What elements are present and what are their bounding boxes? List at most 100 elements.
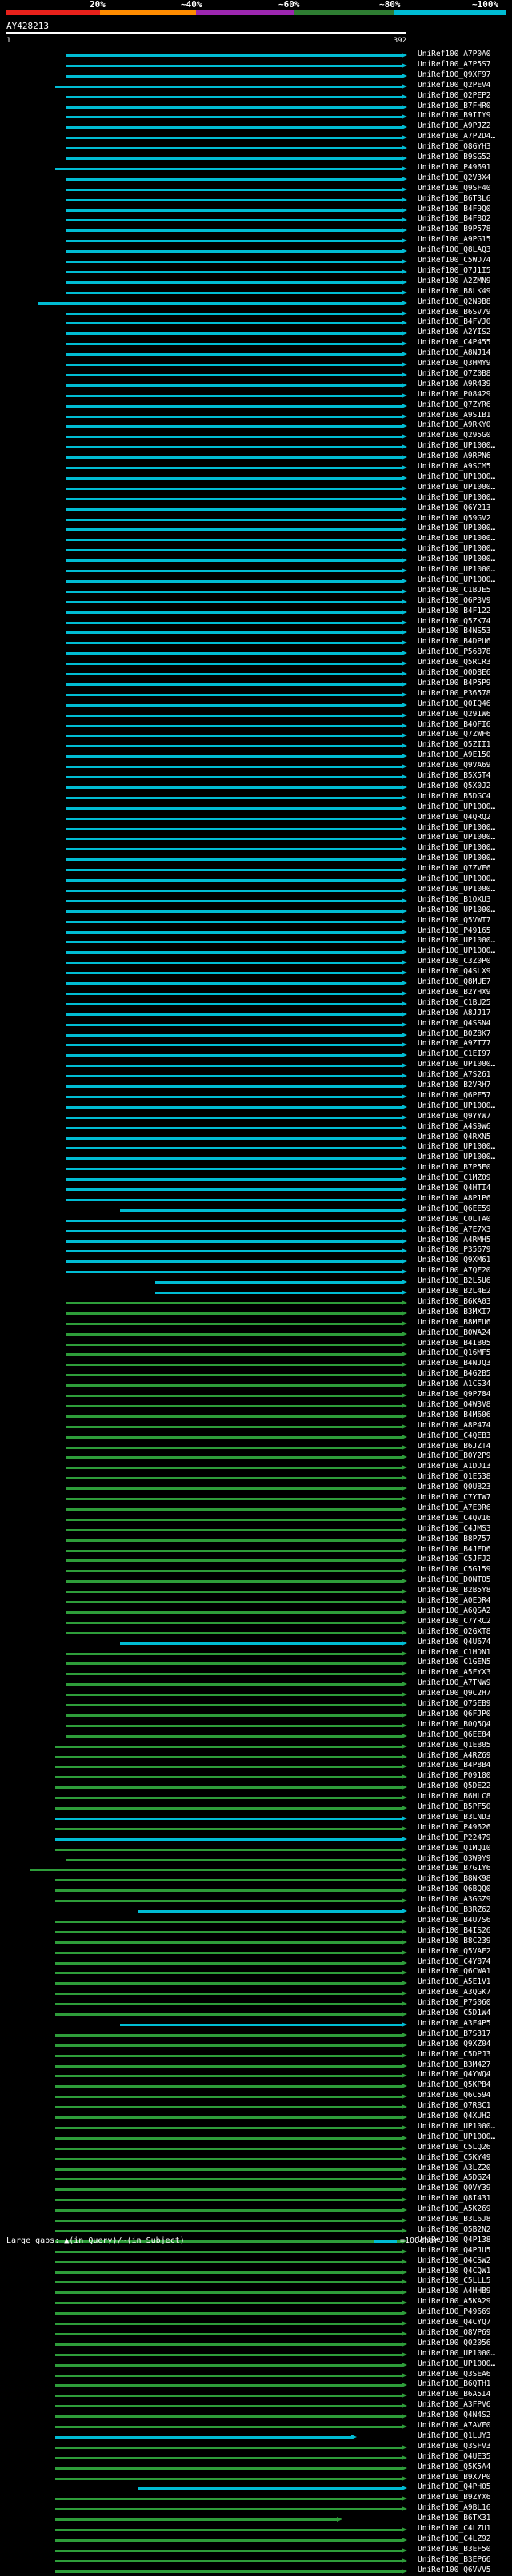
hit-label-link[interactable]: UniRef100_Q9SF40 xyxy=(418,183,491,193)
hit-alignment-bar[interactable] xyxy=(54,2559,402,2562)
hit-alignment-bar[interactable] xyxy=(66,941,402,944)
hit-label-link[interactable]: UniRef100_A9R439 xyxy=(418,379,491,388)
hit-label-link[interactable]: UniRef100_UP1000… xyxy=(418,1153,496,1162)
hit-alignment-bar[interactable] xyxy=(66,1518,402,1521)
hit-label-link[interactable]: UniRef100_Q4P138 xyxy=(418,2235,491,2244)
hit-alignment-bar[interactable] xyxy=(66,1044,402,1047)
hit-alignment-bar[interactable] xyxy=(66,1446,402,1449)
hit-label-link[interactable]: UniRef100_UP1000… xyxy=(418,1101,496,1110)
hit-alignment-bar[interactable] xyxy=(66,889,402,892)
hit-label-link[interactable]: UniRef100_C1HDN1 xyxy=(418,1647,491,1657)
hit-label-link[interactable]: UniRef100_A9PJZ2 xyxy=(418,121,491,131)
hit-label-link[interactable]: UniRef100_Q2GXT8 xyxy=(418,1626,491,1636)
hit-alignment-bar[interactable] xyxy=(66,1219,402,1222)
hit-label-link[interactable]: UniRef100_A5K269 xyxy=(418,2204,491,2214)
hit-alignment-bar[interactable] xyxy=(54,2518,338,2522)
hit-label-link[interactable]: UniRef100_Q0UB23 xyxy=(418,1483,491,1492)
hit-label-link[interactable]: UniRef100_C4JMS3 xyxy=(418,1523,491,1533)
hit-alignment-bar[interactable] xyxy=(66,1075,402,1078)
hit-alignment-bar[interactable] xyxy=(66,1065,402,1068)
hit-label-link[interactable]: UniRef100_A4S9W6 xyxy=(418,1121,491,1131)
hit-label-link[interactable]: UniRef100_UP1000… xyxy=(418,482,496,492)
hit-alignment-bar[interactable] xyxy=(66,1364,402,1367)
hit-alignment-bar[interactable] xyxy=(54,2477,402,2480)
hit-alignment-bar[interactable] xyxy=(54,2291,402,2295)
hit-alignment-bar[interactable] xyxy=(54,2075,402,2078)
hit-label-link[interactable]: UniRef100_A7TNW9 xyxy=(418,1678,491,1688)
hit-alignment-bar[interactable] xyxy=(66,642,402,645)
hit-label-link[interactable]: UniRef100_Q1EB05 xyxy=(418,1740,491,1750)
hit-alignment-bar[interactable] xyxy=(66,1085,402,1088)
hit-alignment-bar[interactable] xyxy=(54,2446,402,2449)
hit-label-link[interactable]: UniRef100_Q8I431 xyxy=(418,2194,491,2204)
hit-alignment-bar[interactable] xyxy=(54,2157,402,2160)
hit-alignment-bar[interactable] xyxy=(119,2023,402,2026)
hit-label-link[interactable]: UniRef100_B4JED6 xyxy=(418,1544,491,1554)
hit-alignment-bar[interactable] xyxy=(54,2538,402,2542)
hit-label-link[interactable]: UniRef100_B4U7S6 xyxy=(418,1915,491,1925)
hit-label-link[interactable]: UniRef100_B0Y2P9 xyxy=(418,1451,491,1461)
hit-label-link[interactable]: UniRef100_UP1000… xyxy=(418,905,496,914)
hit-label-link[interactable]: UniRef100_A8P474 xyxy=(418,1420,491,1430)
hit-alignment-bar[interactable] xyxy=(66,1374,402,1377)
hit-alignment-bar[interactable] xyxy=(66,1054,402,1057)
hit-label-link[interactable]: UniRef100_A7P0A0 xyxy=(418,50,491,58)
hit-label-link[interactable]: UniRef100_Q9XF97 xyxy=(418,70,491,79)
hit-alignment-bar[interactable] xyxy=(54,2003,402,2006)
hit-alignment-bar[interactable] xyxy=(54,167,402,170)
hit-alignment-bar[interactable] xyxy=(66,1724,402,1727)
hit-alignment-bar[interactable] xyxy=(54,1982,402,1985)
hit-label-link[interactable]: UniRef100_A9BL16 xyxy=(418,2503,491,2513)
hit-alignment-bar[interactable] xyxy=(54,2415,402,2419)
hit-alignment-bar[interactable] xyxy=(30,1869,402,1872)
hit-alignment-bar[interactable] xyxy=(54,2013,402,2016)
hit-label-link[interactable]: UniRef100_B3RZ62 xyxy=(418,1905,491,1914)
hit-label-link[interactable]: UniRef100_A2ZMN9 xyxy=(418,276,491,285)
hit-alignment-bar[interactable] xyxy=(66,972,402,975)
hit-label-link[interactable]: UniRef100_C0LTA0 xyxy=(418,1214,491,1224)
hit-alignment-bar[interactable] xyxy=(66,116,402,119)
hit-alignment-bar[interactable] xyxy=(54,2384,402,2387)
hit-label-link[interactable]: UniRef100_B4FVJ0 xyxy=(418,317,491,327)
hit-label-link[interactable]: UniRef100_B6SV79 xyxy=(418,307,491,317)
hit-alignment-bar[interactable] xyxy=(119,1208,402,1212)
hit-alignment-bar[interactable] xyxy=(54,1920,402,1923)
hit-alignment-bar[interactable] xyxy=(54,2302,402,2305)
hit-label-link[interactable]: UniRef100_Q9VA69 xyxy=(418,761,491,770)
hit-alignment-bar[interactable] xyxy=(66,332,402,336)
hit-label-link[interactable]: UniRef100_A9PG15 xyxy=(418,235,491,245)
hit-alignment-bar[interactable] xyxy=(66,1198,402,1201)
hit-label-link[interactable]: UniRef100_UP1000… xyxy=(418,2132,496,2141)
hit-label-link[interactable]: UniRef100_Q4CSW2 xyxy=(418,2255,491,2265)
hit-label-link[interactable]: UniRef100_Q3W9Y9 xyxy=(418,1853,491,1863)
hit-alignment-bar[interactable] xyxy=(54,2033,402,2037)
hit-alignment-bar[interactable] xyxy=(54,2168,402,2171)
hit-alignment-bar[interactable] xyxy=(66,476,402,480)
hit-alignment-bar[interactable] xyxy=(66,962,402,965)
hit-label-link[interactable]: UniRef100_Q7ZYR6 xyxy=(418,400,491,409)
hit-alignment-bar[interactable] xyxy=(66,663,402,666)
hit-alignment-bar[interactable] xyxy=(66,1404,402,1407)
hit-alignment-bar[interactable] xyxy=(66,869,402,872)
hit-label-link[interactable]: UniRef100_A9E150 xyxy=(418,751,491,760)
hit-alignment-bar[interactable] xyxy=(54,2116,402,2119)
hit-alignment-bar[interactable] xyxy=(54,2085,402,2088)
hit-alignment-bar[interactable] xyxy=(66,1467,402,1470)
hit-alignment-bar[interactable] xyxy=(66,1694,402,1697)
hit-label-link[interactable]: UniRef100_UP1000… xyxy=(418,544,496,554)
hit-alignment-bar[interactable] xyxy=(66,95,402,98)
hit-label-link[interactable]: UniRef100_B8P757 xyxy=(418,1534,491,1543)
hit-label-link[interactable]: UniRef100_P36578 xyxy=(418,688,491,698)
hit-label-link[interactable]: UniRef100_A8NJ14 xyxy=(418,348,491,358)
hit-alignment-bar[interactable] xyxy=(66,209,402,212)
hit-alignment-bar[interactable] xyxy=(54,1786,402,1790)
hit-label-link[interactable]: UniRef100_B6A5I4 xyxy=(418,2390,491,2399)
hit-alignment-bar[interactable] xyxy=(66,693,402,696)
hit-label-link[interactable]: UniRef100_C5DPJ3 xyxy=(418,2049,491,2059)
hit-alignment-bar[interactable] xyxy=(66,786,402,789)
hit-label-link[interactable]: UniRef100_Q6VVV5 xyxy=(418,2565,491,2574)
hit-alignment-bar[interactable] xyxy=(66,683,402,686)
hit-alignment-bar[interactable] xyxy=(66,1528,402,1531)
hit-label-link[interactable]: UniRef100_Q4CYQ7 xyxy=(418,2318,491,2327)
hit-alignment-bar[interactable] xyxy=(66,1343,402,1346)
